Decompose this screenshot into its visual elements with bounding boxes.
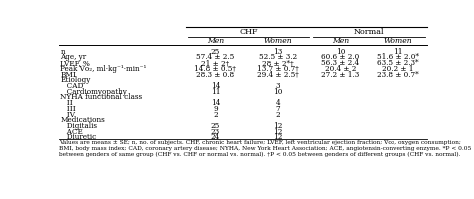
Text: CHF: CHF [239,28,258,36]
Text: Normal: Normal [354,28,384,36]
Text: 14: 14 [210,99,220,107]
Text: 63.5 ± 2.3*: 63.5 ± 2.3* [377,59,419,67]
Text: 20.2 ± 1: 20.2 ± 1 [383,65,414,73]
Text: Diuretic: Diuretic [60,134,97,141]
Text: 28 ± 2*†: 28 ± 2*† [262,59,293,67]
Text: 51.6 ± 2.0*: 51.6 ± 2.0* [377,54,419,61]
Text: 23: 23 [211,128,220,136]
Text: 27.2 ± 1.3: 27.2 ± 1.3 [321,71,359,79]
Text: 14: 14 [210,82,220,90]
Text: 57.4 ± 2.5: 57.4 ± 2.5 [196,54,235,61]
Text: 10: 10 [273,88,283,96]
Text: 7: 7 [275,105,280,113]
Text: 20.4 ± 2: 20.4 ± 2 [325,65,356,73]
Text: 23.8 ± 0.7*: 23.8 ± 0.7* [377,71,419,79]
Text: Men: Men [207,37,224,45]
Text: 28.3 ± 0.8: 28.3 ± 0.8 [196,71,235,79]
Text: ACE: ACE [60,128,83,136]
Text: 14.8 ± 0.5†: 14.8 ± 0.5† [194,65,237,73]
Text: Age, yr: Age, yr [60,54,86,61]
Text: 56.3 ± 2.4: 56.3 ± 2.4 [321,59,359,67]
Text: II: II [60,99,73,107]
Text: 29.4 ± 2.5†: 29.4 ± 2.5† [257,71,299,79]
Text: LVEF, %: LVEF, % [60,59,90,67]
Text: Values are means ± SE; n, no. of subjects. CHF, chronic heart failure; LVEF, lef: Values are means ± SE; n, no. of subject… [59,139,461,144]
Text: CAD: CAD [60,82,83,90]
Text: BMI, body mass index; CAD, coronary artery disease; NYHA, New York Heart Associa: BMI, body mass index; CAD, coronary arte… [59,145,472,151]
Text: 10: 10 [336,48,345,56]
Text: 13.7 ± 0.7†: 13.7 ± 0.7† [257,65,299,73]
Text: 11: 11 [210,88,220,96]
Text: 4: 4 [275,99,280,107]
Text: 24: 24 [211,134,220,141]
Text: 11: 11 [393,48,403,56]
Text: Women: Women [264,37,292,45]
Text: 2: 2 [275,111,280,119]
Text: 25: 25 [211,122,220,130]
Text: 13: 13 [273,48,283,56]
Text: NYHA functional class: NYHA functional class [60,94,143,101]
Text: Peak V̇o₂, ml·kg⁻¹·min⁻¹: Peak V̇o₂, ml·kg⁻¹·min⁻¹ [60,65,147,73]
Text: Men: Men [332,37,349,45]
Text: 2: 2 [213,111,218,119]
Text: 25: 25 [211,48,220,56]
Text: 60.6 ± 2.0: 60.6 ± 2.0 [321,54,359,61]
Text: IV: IV [60,111,75,119]
Text: III: III [60,105,76,113]
Text: 21 ± 2†: 21 ± 2† [201,59,229,67]
Text: 12: 12 [273,128,283,136]
Text: BMI: BMI [60,71,76,79]
Text: Medications: Medications [60,116,105,124]
Text: n: n [60,48,65,56]
Text: 52.5 ± 3.2: 52.5 ± 3.2 [259,54,297,61]
Text: 9: 9 [213,105,218,113]
Text: Digitalis: Digitalis [60,122,97,130]
Text: Cardiomyopathy: Cardiomyopathy [60,88,127,96]
Text: Women: Women [384,37,412,45]
Text: 3: 3 [275,82,280,90]
Text: between genders of same group (CHF vs. CHF or normal vs. normal). †P < 0.05 betw: between genders of same group (CHF vs. C… [59,152,461,157]
Text: Etiology: Etiology [60,76,91,84]
Text: 12: 12 [273,134,283,141]
Text: 12: 12 [273,122,283,130]
